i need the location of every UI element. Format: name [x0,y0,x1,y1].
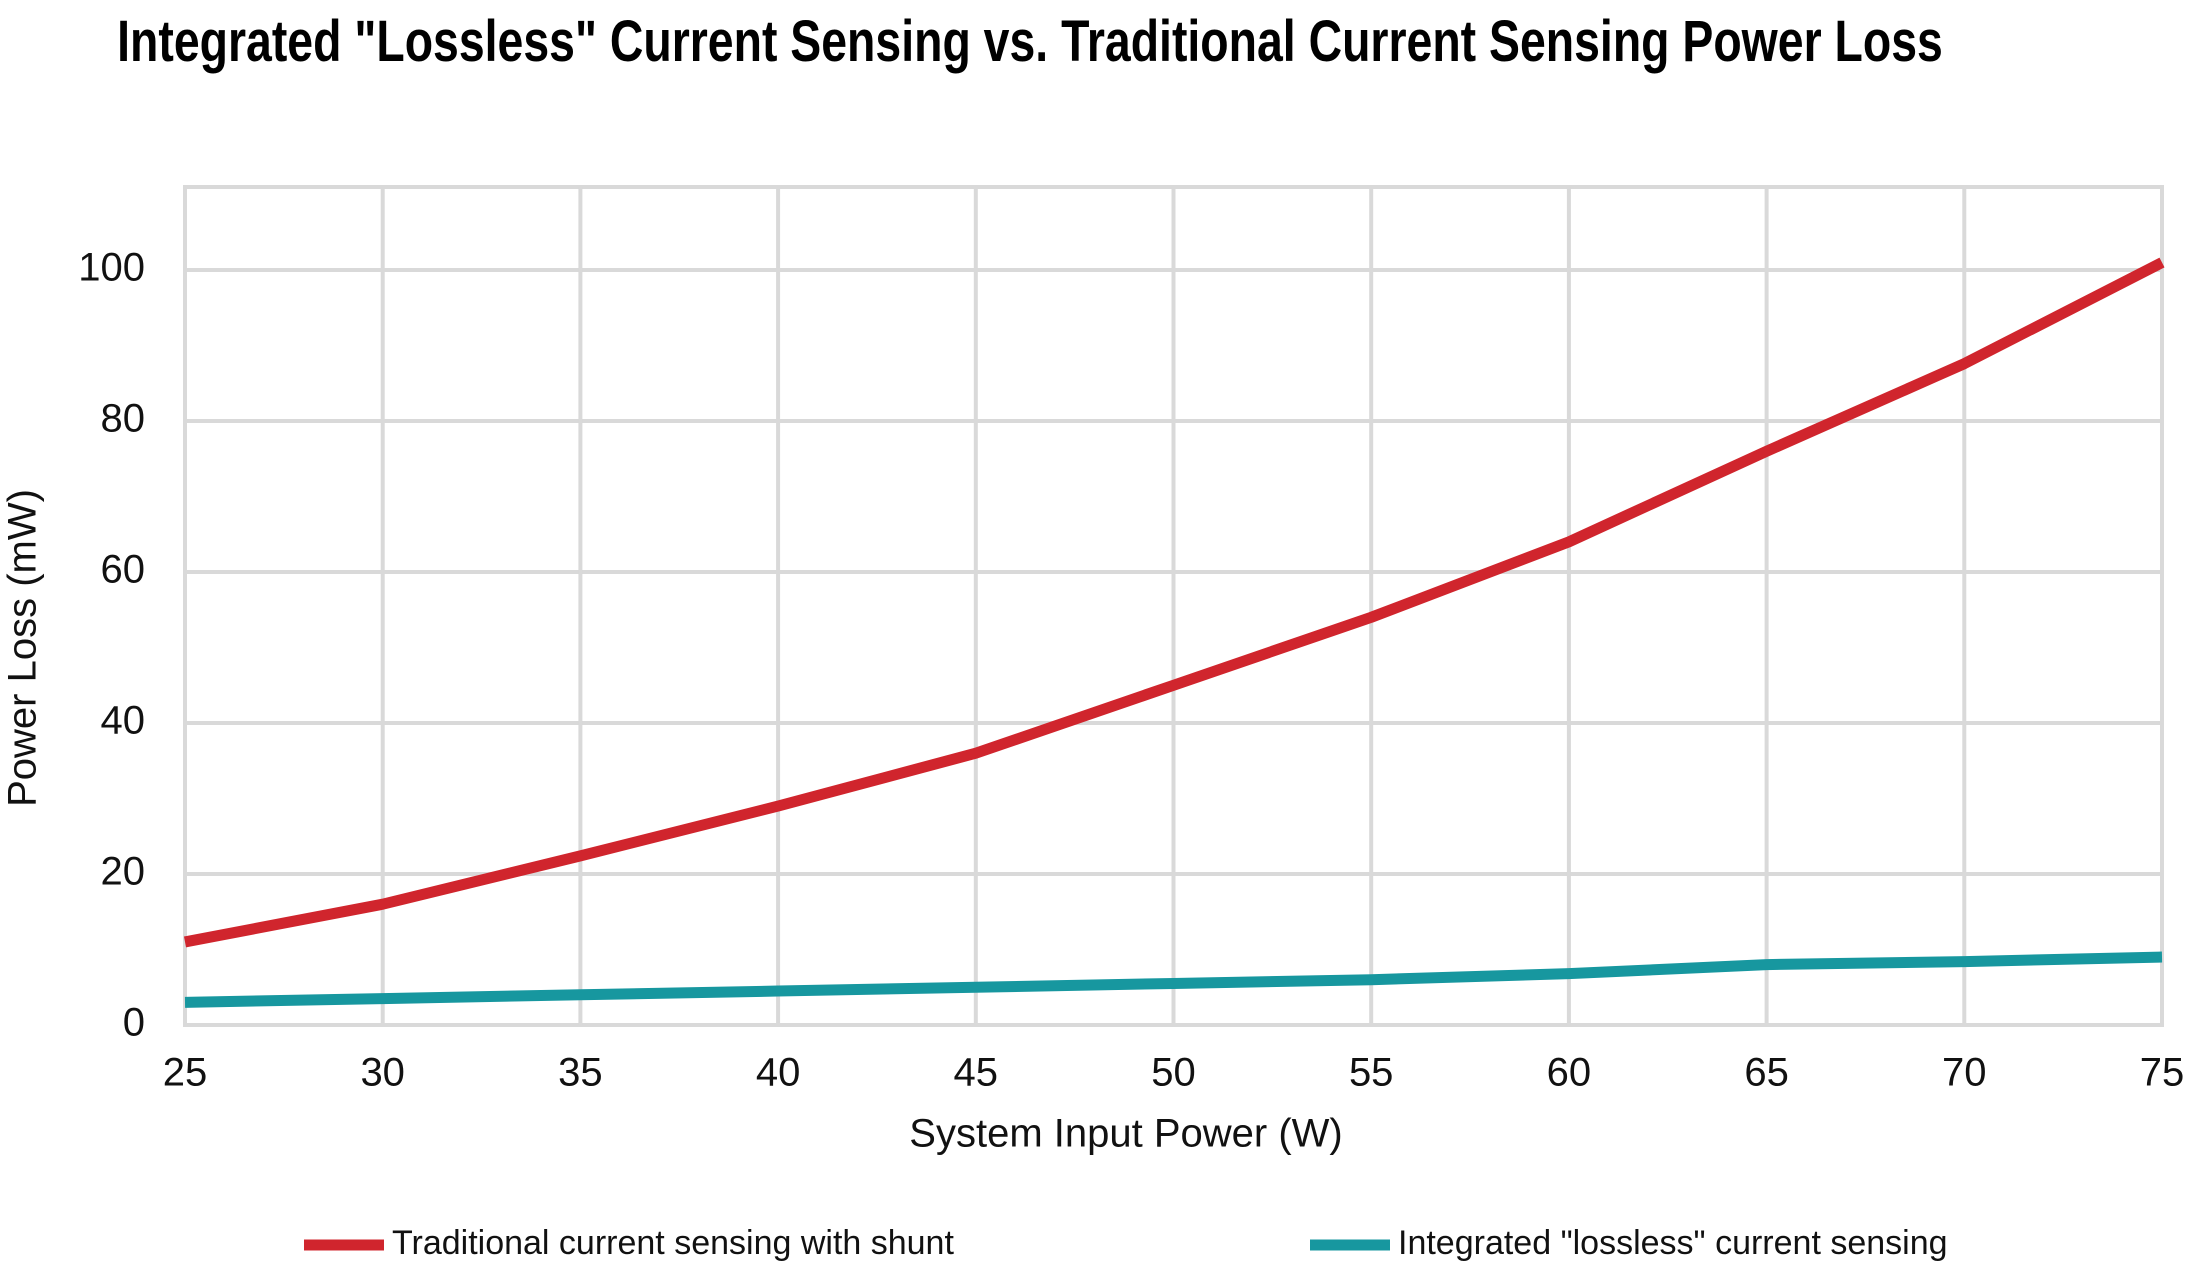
x-tick-label: 55 [1349,1051,1394,1095]
y-tick-label: 40 [101,699,146,743]
chart-title: Integrated "Lossless" Current Sensing vs… [117,9,1943,74]
data-line [183,257,2165,948]
x-tick-label: 40 [756,1051,801,1095]
x-tick-label: 45 [954,1051,999,1095]
x-tick-label: 35 [558,1051,603,1095]
x-tick-label: 50 [1151,1051,1196,1095]
x-tick-label: 60 [1547,1051,1592,1095]
y-axis-label: Power Loss (mW) [1,489,45,807]
y-tick-label: 60 [101,548,146,592]
y-tick-label: 80 [101,397,146,441]
x-tick-label: 65 [1744,1051,1789,1095]
data-line [184,951,2163,1008]
y-tick-label: 100 [78,246,145,290]
x-tick-label: 75 [2140,1051,2185,1095]
x-tick-label: 30 [360,1051,405,1095]
legend-label: Traditional current sensing with shunt [392,1224,954,1262]
x-axis-label: System Input Power (W) [909,1112,1342,1156]
legend-label: Integrated "lossless" current sensing [1398,1224,1948,1262]
y-tick-label: 0 [123,1001,145,1045]
x-tick-label: 70 [1942,1051,1987,1095]
x-tick-label: 25 [163,1051,208,1095]
y-tick-label: 20 [101,850,146,894]
